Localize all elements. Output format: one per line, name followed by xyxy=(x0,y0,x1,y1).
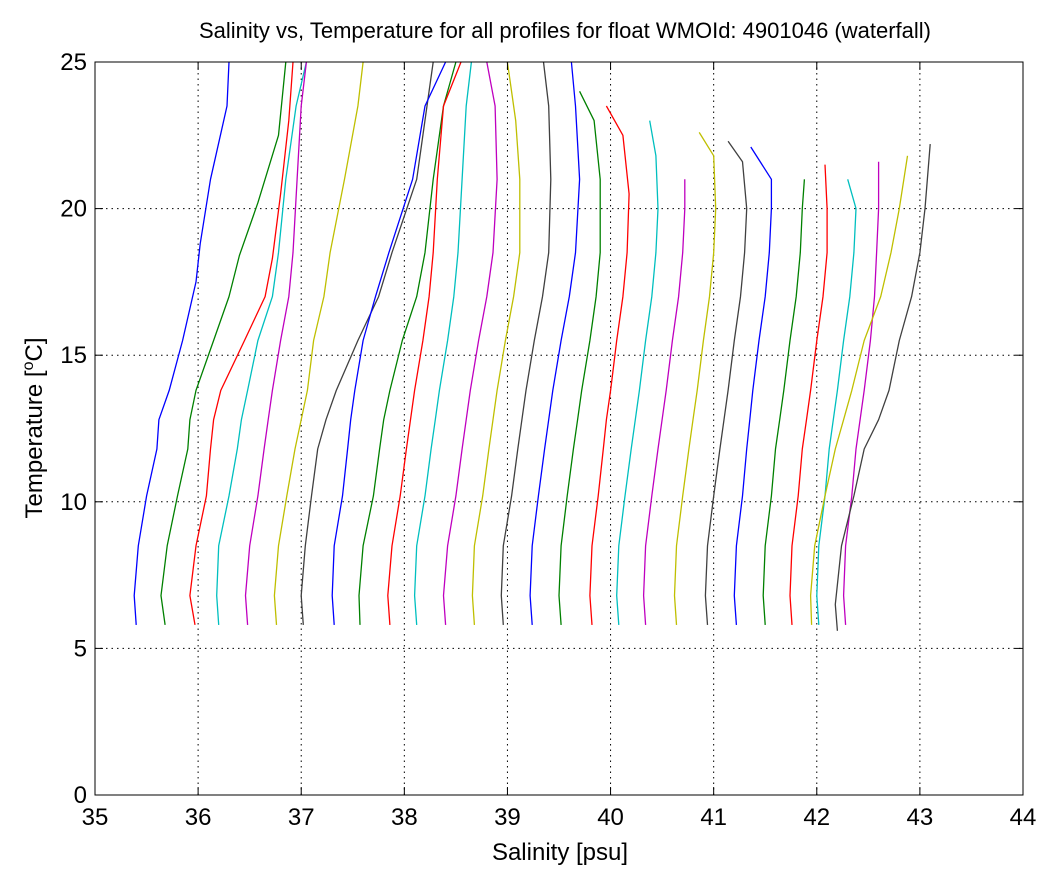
y-tick-label: 0 xyxy=(74,782,87,809)
profile-line-11 xyxy=(413,61,473,625)
x-tick-label: 40 xyxy=(597,804,624,831)
profile-line-1 xyxy=(133,61,230,625)
plot-frame xyxy=(94,61,1024,796)
profile-line-12 xyxy=(442,61,498,625)
profile-line-4 xyxy=(216,61,308,625)
profile-line-17 xyxy=(589,105,630,625)
profile-line-26 xyxy=(842,161,880,625)
x-tick-label: 43 xyxy=(907,804,934,831)
x-axis-label: Salinity [psu] xyxy=(492,839,628,866)
profile-line-24 xyxy=(789,164,828,625)
profile-line-14 xyxy=(500,61,552,625)
series-layer xyxy=(133,61,931,631)
y-tick-label: 25 xyxy=(60,49,87,76)
y-axis-label-sup: o xyxy=(20,361,37,370)
profile-line-23 xyxy=(762,179,806,625)
x-tick-label: 36 xyxy=(185,804,212,831)
y-axis-label: Temperature [oC] xyxy=(20,338,48,519)
tick-layer: 35 36 37 38 39 40 41 42 43 44 0 5 10 15 20 25 xyxy=(60,49,1036,831)
profile-line-5 xyxy=(244,61,308,625)
profile-line-10 xyxy=(387,61,462,625)
profile-line-8 xyxy=(331,61,447,625)
x-tick-label: 37 xyxy=(288,804,315,831)
x-tick-label: 44 xyxy=(1010,804,1037,831)
profile-line-16 xyxy=(558,91,601,625)
profile-line-2 xyxy=(160,61,287,625)
profile-line-27 xyxy=(809,155,909,625)
profile-line-18 xyxy=(616,120,659,625)
y-axis-label-suffix: C] xyxy=(21,338,48,362)
profile-line-15 xyxy=(529,61,581,625)
chart-title: Salinity vs, Temperature for all profile… xyxy=(199,18,931,43)
y-axis-label-prefix: Temperature [ xyxy=(21,370,48,518)
x-tick-label: 38 xyxy=(391,804,418,831)
y-tick-label: 5 xyxy=(74,635,87,662)
x-tick-label: 39 xyxy=(494,804,521,831)
profile-line-22 xyxy=(733,146,773,625)
y-tick-label: 15 xyxy=(60,342,87,369)
y-tick-label: 20 xyxy=(60,196,87,223)
profile-line-9 xyxy=(358,61,457,625)
profile-line-25 xyxy=(816,179,857,625)
profile-line-19 xyxy=(642,179,686,625)
profile-line-6 xyxy=(273,61,364,625)
profile-line-21 xyxy=(704,140,748,625)
profile-line-3 xyxy=(189,61,294,626)
x-tick-label: 41 xyxy=(700,804,727,831)
profile-line-13 xyxy=(471,61,521,625)
grid-layer xyxy=(95,62,1023,795)
y-tick-label: 10 xyxy=(60,489,87,516)
x-tick-label: 42 xyxy=(803,804,830,831)
x-tick-label: 35 xyxy=(82,804,109,831)
profile-line-20 xyxy=(673,132,717,625)
profile-line-28 xyxy=(834,144,931,631)
profile-line-7 xyxy=(300,61,434,625)
